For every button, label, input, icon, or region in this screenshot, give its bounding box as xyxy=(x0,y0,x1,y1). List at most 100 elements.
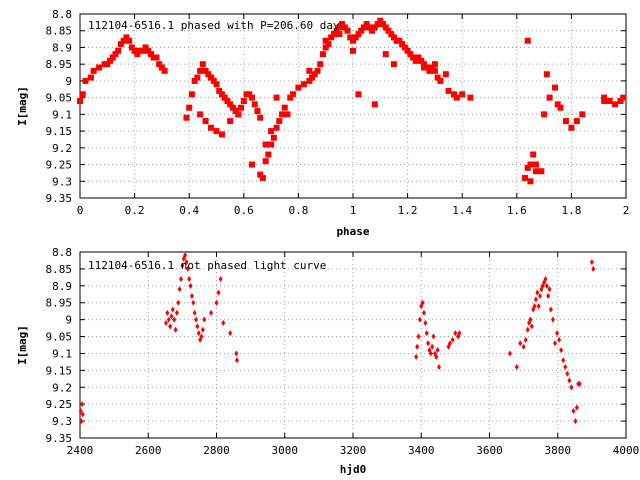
data-point xyxy=(172,316,177,323)
x-tick-label: 1.4 xyxy=(452,204,472,217)
data-point xyxy=(415,54,422,61)
x-tick-label: 2 xyxy=(623,204,630,217)
data-point xyxy=(529,323,534,330)
y-tick-label: 8.95 xyxy=(46,297,73,310)
data-point xyxy=(382,51,389,58)
data-point xyxy=(431,61,438,68)
data-point xyxy=(355,91,362,98)
x-tick-label: 3600 xyxy=(476,444,503,457)
chart-title: 112104-6516.1 not phased light curve xyxy=(88,259,326,272)
data-point xyxy=(186,104,193,111)
y-tick-label: 9.35 xyxy=(46,192,73,205)
data-point xyxy=(371,24,378,31)
data-point xyxy=(224,97,231,104)
data-point xyxy=(134,51,141,58)
data-point xyxy=(388,31,395,38)
data-point xyxy=(565,370,570,377)
data-point xyxy=(555,330,560,337)
data-point xyxy=(339,21,346,28)
data-point xyxy=(276,118,283,125)
data-point xyxy=(396,37,403,44)
raw-light-curve-panel: 2400 2600 2800 3000 3200 3400 3600 3800 4000 8.8 8… xyxy=(16,246,639,476)
data-point xyxy=(265,151,272,158)
data-point xyxy=(80,401,85,408)
data-point xyxy=(306,77,313,84)
x-tick-label: 1 xyxy=(350,204,357,217)
data-point xyxy=(538,292,543,299)
data-point xyxy=(234,357,239,364)
data-point xyxy=(322,37,329,44)
y-tick-label: 9 xyxy=(65,75,72,88)
data-point xyxy=(218,131,225,138)
data-point xyxy=(82,77,89,84)
data-point xyxy=(179,276,184,283)
x-tick-label: 0.4 xyxy=(179,204,199,217)
data-point xyxy=(314,67,321,74)
data-point xyxy=(371,101,378,108)
data-point xyxy=(165,309,170,316)
data-point xyxy=(213,128,220,135)
data-point xyxy=(431,67,438,74)
data-point xyxy=(123,34,130,41)
data-point xyxy=(612,101,619,108)
data-point xyxy=(210,77,217,84)
data-point xyxy=(428,350,433,357)
data-point xyxy=(524,37,531,44)
x-tick-label: 4000 xyxy=(613,444,640,457)
data-point xyxy=(180,262,185,269)
data-point xyxy=(319,51,326,58)
data-point xyxy=(518,340,523,347)
x-tick-label: 0.6 xyxy=(234,204,254,217)
data-point xyxy=(120,37,127,44)
data-point xyxy=(569,384,574,391)
data-point xyxy=(248,94,255,101)
data-point xyxy=(158,64,165,71)
data-point xyxy=(360,24,367,31)
data-point xyxy=(344,27,351,34)
data-point xyxy=(352,34,359,41)
data-point xyxy=(450,336,455,343)
plot-frame xyxy=(79,13,627,199)
data-point xyxy=(295,84,302,91)
data-point xyxy=(374,21,381,28)
data-point xyxy=(567,377,572,384)
data-point xyxy=(546,292,551,299)
data-point xyxy=(561,357,566,364)
data-point xyxy=(390,34,397,41)
x-axis-label: phase xyxy=(336,225,369,238)
data-point xyxy=(139,47,146,54)
data-point xyxy=(191,77,198,84)
data-point xyxy=(414,353,419,360)
data-point xyxy=(579,111,586,118)
data-point xyxy=(442,71,449,78)
data-point xyxy=(306,67,313,74)
y-tick-label: 9.05 xyxy=(46,331,73,344)
data-point xyxy=(620,94,627,101)
data-point xyxy=(270,134,277,141)
data-point xyxy=(184,259,189,266)
data-point xyxy=(404,47,411,54)
data-point xyxy=(188,282,193,289)
data-point xyxy=(547,286,552,293)
data-point xyxy=(401,44,408,51)
data-point xyxy=(355,31,362,38)
data-point xyxy=(532,303,537,310)
data-point xyxy=(521,343,526,350)
data-point xyxy=(589,259,594,266)
data-point xyxy=(227,118,234,125)
data-point xyxy=(209,309,214,316)
y-tick-label: 8.9 xyxy=(52,41,72,54)
data-point xyxy=(377,17,384,24)
data-point xyxy=(166,316,171,323)
data-point xyxy=(216,289,221,296)
data-point xyxy=(268,128,275,135)
data-point xyxy=(543,71,550,78)
x-tick-label: 3800 xyxy=(545,444,572,457)
data-point xyxy=(183,114,190,121)
data-point xyxy=(447,340,452,347)
data-point xyxy=(410,54,417,61)
data-point xyxy=(532,168,539,175)
data-point xyxy=(115,47,122,54)
data-point xyxy=(309,74,316,81)
data-point xyxy=(78,407,83,414)
